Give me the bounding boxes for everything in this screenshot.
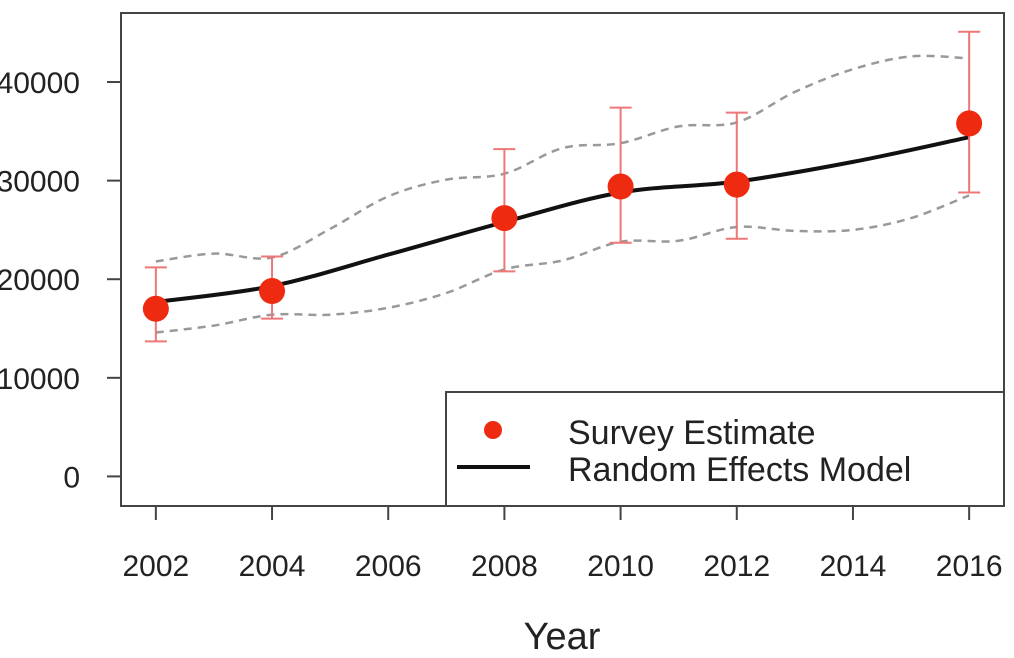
band-lower-line bbox=[155, 194, 970, 334]
x-axis-title: Year bbox=[524, 616, 601, 658]
x-tick-label: 2014 bbox=[820, 550, 887, 583]
survey-point bbox=[142, 295, 169, 322]
survey-point bbox=[259, 278, 286, 305]
y-axis: 0 10000 20000 30000 40000 bbox=[0, 67, 121, 494]
survey-point bbox=[607, 173, 634, 200]
legend-box bbox=[445, 391, 1005, 507]
survey-point bbox=[491, 205, 518, 232]
x-tick-label: 2008 bbox=[471, 550, 538, 583]
x-tick-label: 2002 bbox=[122, 550, 189, 583]
model-line-layer bbox=[155, 135, 970, 304]
legend-point-marker bbox=[484, 421, 502, 439]
y-tick-label: 40000 bbox=[0, 67, 80, 100]
x-tick-label: 2016 bbox=[936, 550, 1003, 583]
x-tick-label: 2006 bbox=[355, 550, 422, 583]
model-line bbox=[155, 135, 970, 304]
legend-label-random-effects-model: Random Effects Model bbox=[568, 451, 911, 489]
x-tick-label: 2004 bbox=[239, 550, 306, 583]
y-tick-label: 0 bbox=[63, 461, 80, 494]
survey-point bbox=[723, 171, 750, 198]
y-tick-label: 10000 bbox=[0, 363, 80, 396]
legend-label-survey-estimate: Survey Estimate bbox=[568, 414, 816, 452]
legend: Survey Estimate Random Effects Model bbox=[445, 391, 1005, 507]
x-tick-label: 2012 bbox=[703, 550, 770, 583]
x-tick-label: 2010 bbox=[587, 550, 654, 583]
survey-points-layer bbox=[142, 110, 983, 322]
x-axis: 2002 2004 2006 2008 2010 2012 2014 2016 bbox=[122, 505, 1003, 583]
y-tick-label: 20000 bbox=[0, 264, 80, 297]
y-tick-label: 30000 bbox=[0, 166, 80, 199]
survey-point bbox=[956, 110, 983, 137]
